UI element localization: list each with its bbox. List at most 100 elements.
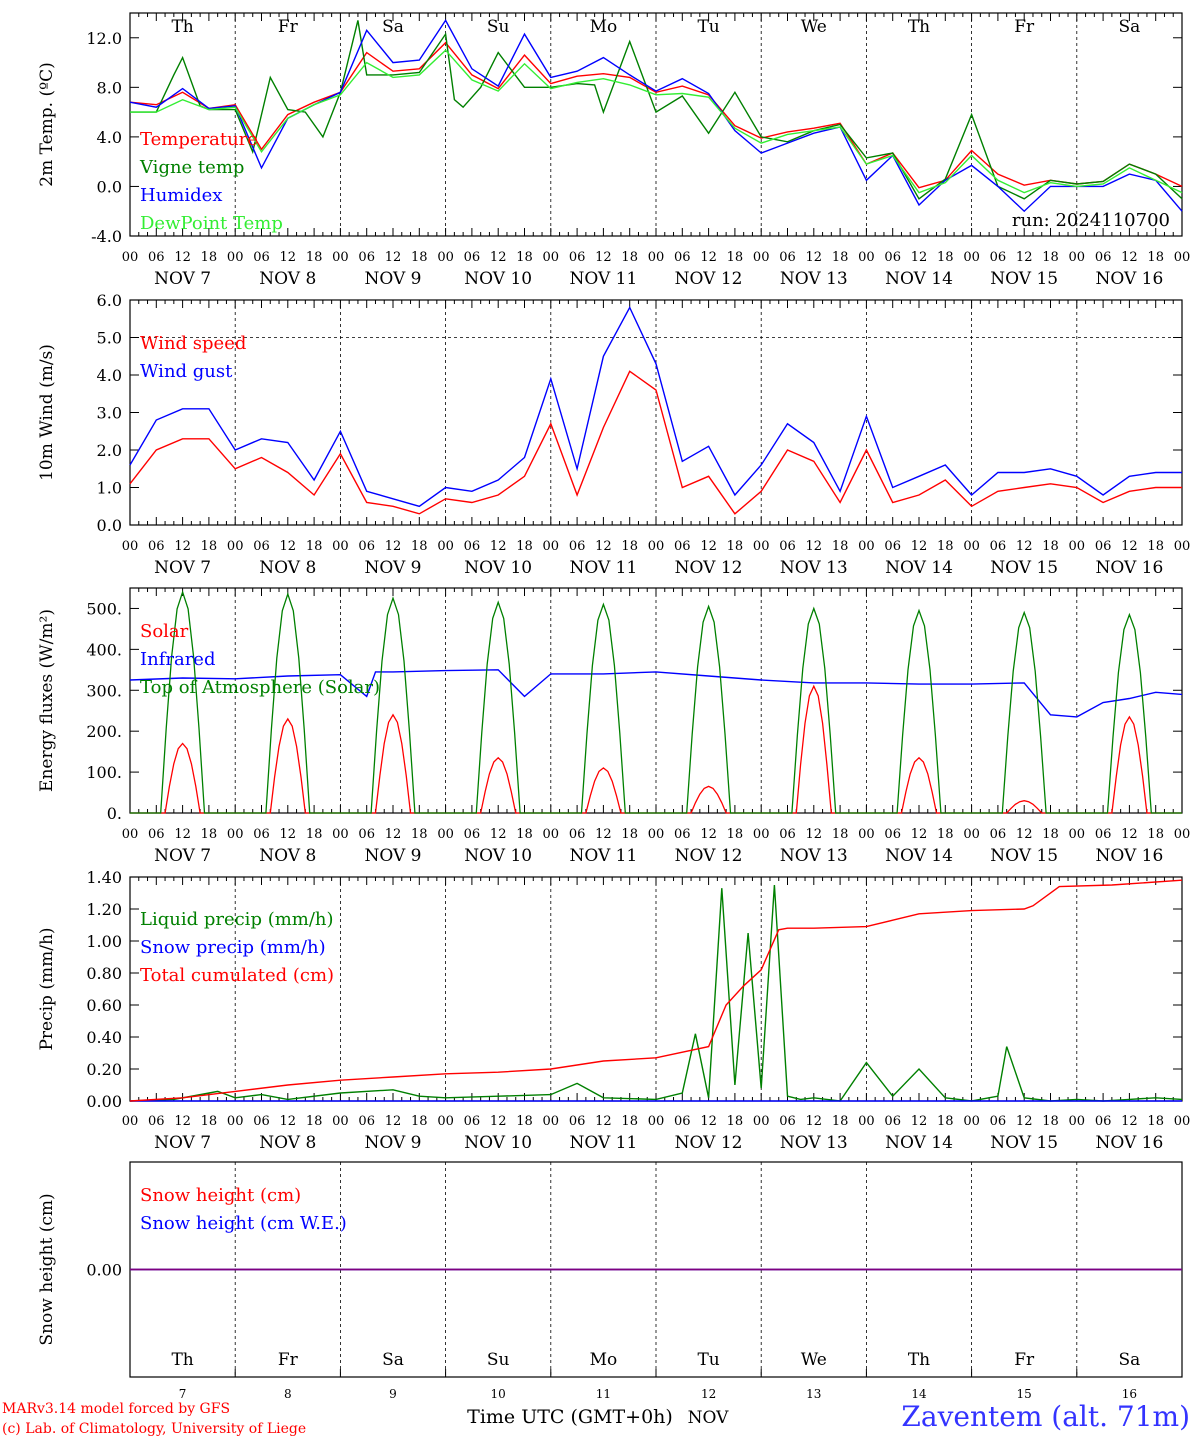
hour-tick-label: 12 (700, 250, 717, 265)
hour-tick-label: 06 (674, 250, 691, 265)
hour-tick-label: 18 (727, 539, 744, 554)
day-name-label: Fr (278, 17, 299, 37)
y-tick-label: 4.0 (97, 128, 122, 147)
legend-entry: Liquid precip (mm/h) (140, 909, 334, 930)
hour-tick-label: 00 (1069, 827, 1086, 842)
hour-tick-label: 06 (1095, 1114, 1112, 1129)
hour-tick-label: 12 (700, 539, 717, 554)
day-number-label: 10 (491, 1387, 506, 1401)
hour-tick-label: 06 (884, 539, 901, 554)
hour-tick-label: 06 (464, 827, 481, 842)
hour-tick-label: 00 (543, 539, 560, 554)
y-axis-title: 10m Wind (m/s) (37, 344, 57, 481)
date-label: NOV 12 (675, 269, 743, 289)
hour-tick-label: 18 (1147, 1114, 1164, 1129)
hour-tick-label: 06 (358, 1114, 375, 1129)
hour-tick-label: 12 (174, 827, 191, 842)
y-tick-label: 0.60 (86, 996, 122, 1015)
hour-tick-label: 18 (1147, 827, 1164, 842)
hour-tick-label: 06 (253, 1114, 270, 1129)
hour-tick-label: 12 (174, 539, 191, 554)
hour-tick-label: 18 (201, 250, 218, 265)
hour-tick-label: 00 (122, 250, 139, 265)
hour-tick-label: 18 (516, 827, 533, 842)
hour-tick-label: 12 (385, 1114, 402, 1129)
y-tick-label: 0.00 (86, 1261, 122, 1280)
date-label: NOV 7 (154, 1133, 211, 1153)
panel-5: Th Fr Sa Su Mo Tu We Th Fr Sa 7 8 9 10 11 12 13 14 15 16 0.0… (37, 1161, 1183, 1401)
hour-tick-label: 12 (490, 1114, 507, 1129)
hour-tick-label: 18 (832, 1114, 849, 1129)
date-label: NOV 7 (154, 846, 211, 866)
legend-entry: Total cumulated (cm) (140, 965, 334, 986)
series-temperature (129, 41, 1183, 189)
day-name-label: We (801, 1350, 827, 1370)
hour-tick-label: 06 (779, 1114, 796, 1129)
date-label: NOV 12 (675, 846, 743, 866)
day-number-label: 15 (1017, 1387, 1032, 1401)
hour-tick-label: 12 (174, 1114, 191, 1129)
hour-tick-label: 00 (648, 539, 665, 554)
hour-tick-label: 00 (227, 827, 244, 842)
day-name-label: Fr (1014, 17, 1035, 37)
hour-tick-label: 18 (1042, 250, 1059, 265)
hour-tick-label: 18 (411, 539, 428, 554)
legend-entry: Humidex (140, 185, 222, 206)
hour-tick-label: 00 (753, 1114, 770, 1129)
hour-tick-label: 12 (280, 1114, 297, 1129)
day-name-label: Sa (382, 1350, 404, 1370)
date-label: NOV 10 (464, 558, 532, 578)
hour-tick-label: 00 (227, 1114, 244, 1129)
hour-tick-label: 06 (884, 250, 901, 265)
y-tick-label: 6.0 (97, 291, 122, 310)
hour-tick-label: 12 (1016, 827, 1033, 842)
hour-tick-label: 12 (1121, 250, 1138, 265)
date-label: NOV 14 (885, 846, 953, 866)
hour-tick-label: 00 (122, 1114, 139, 1129)
hour-tick-label: 12 (490, 539, 507, 554)
series-infrared (129, 669, 1183, 718)
date-label: NOV 13 (780, 558, 848, 578)
hour-tick-label: 06 (148, 1114, 165, 1129)
date-label: NOV 15 (990, 1133, 1058, 1153)
hour-tick-label: 00 (437, 250, 454, 265)
hour-tick-label: 12 (490, 827, 507, 842)
hour-tick-label: 18 (411, 250, 428, 265)
date-label: NOV 14 (885, 558, 953, 578)
time-axis-month: NOV (688, 1408, 730, 1428)
date-label: NOV 8 (259, 558, 316, 578)
y-tick-label: 500. (86, 599, 122, 618)
day-name-label: Fr (1014, 1350, 1035, 1370)
legend-entry: Snow precip (mm/h) (140, 937, 326, 958)
day-name-label: Th (908, 1350, 930, 1370)
date-label: NOV 15 (990, 558, 1058, 578)
date-label: NOV 7 (154, 269, 211, 289)
day-name-label: Th (908, 17, 930, 37)
hour-tick-label: 12 (1016, 1114, 1033, 1129)
hour-tick-label: 06 (1095, 539, 1112, 554)
series-wind-speed (129, 370, 1182, 515)
hour-tick-label: 06 (464, 539, 481, 554)
y-tick-label: 12.0 (86, 29, 122, 48)
hour-tick-label: 00 (648, 250, 665, 265)
y-tick-label: 200. (86, 722, 122, 741)
hour-tick-label: 00 (1174, 827, 1191, 842)
hour-tick-label: 00 (648, 827, 665, 842)
hour-tick-label: 18 (1147, 539, 1164, 554)
day-name-label: Tu (697, 1350, 719, 1370)
hour-tick-label: 00 (332, 539, 349, 554)
hour-tick-label: 00 (858, 250, 875, 265)
date-label: NOV 10 (464, 846, 532, 866)
day-number-label: 11 (596, 1387, 611, 1401)
y-tick-label: 0. (107, 804, 122, 823)
hour-tick-label: 06 (358, 827, 375, 842)
hour-tick-label: 18 (1042, 1114, 1059, 1129)
hour-tick-label: 12 (911, 539, 928, 554)
hour-tick-label: 00 (332, 827, 349, 842)
series-top-of-atmosphere-solar (130, 590, 1182, 814)
hour-tick-label: 00 (963, 827, 980, 842)
hour-tick-label: 06 (674, 1114, 691, 1129)
hour-tick-label: 18 (621, 827, 638, 842)
hour-tick-label: 18 (411, 827, 428, 842)
